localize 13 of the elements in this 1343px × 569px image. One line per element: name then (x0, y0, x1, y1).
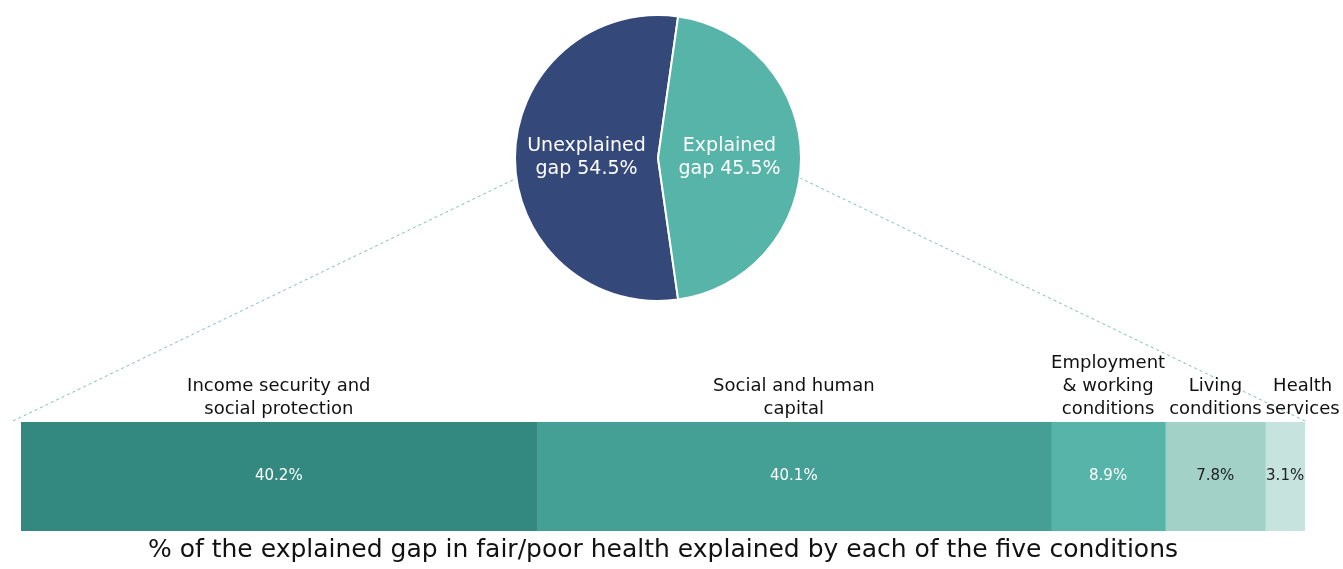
data-label: 40.1% (770, 466, 818, 485)
bar (1164, 422, 1266, 531)
bar (1264, 422, 1305, 531)
x-axis-title: % of the explained gap in fair/poor health explained by each of the five conditions (147, 533, 1179, 563)
bar (21, 422, 537, 531)
data-label: 7.8% (1196, 466, 1235, 485)
data-label: 8.9% (1089, 466, 1128, 485)
bar (1050, 422, 1166, 531)
data-label: 3.1% (1266, 466, 1305, 485)
slice-label: Unexplained gap 54.5% (527, 133, 646, 179)
slice-label: Explained gap 45.5% (678, 133, 781, 179)
bar (536, 422, 1052, 531)
data-label: 40.2% (255, 466, 303, 485)
